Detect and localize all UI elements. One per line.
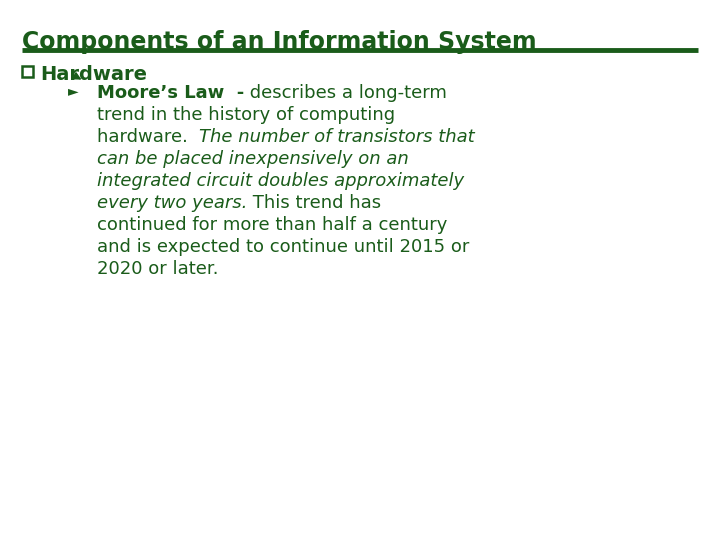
Text: can be placed inexpensively on an: can be placed inexpensively on an — [97, 150, 409, 168]
Text: Components of an Information System: Components of an Information System — [22, 30, 536, 54]
Text: trend in the history of computing: trend in the history of computing — [97, 106, 395, 124]
Text: This trend has: This trend has — [248, 194, 382, 212]
Text: ►: ► — [68, 84, 78, 98]
Text: integrated circuit doubles approximately: integrated circuit doubles approximately — [97, 172, 464, 190]
Text: Hardware: Hardware — [40, 65, 147, 84]
Text: The number of transistors that: The number of transistors that — [199, 128, 475, 146]
Text: and is expected to continue until 2015 or: and is expected to continue until 2015 o… — [97, 238, 469, 256]
Text: continued for more than half a century: continued for more than half a century — [97, 216, 447, 234]
Text: every two years.: every two years. — [97, 194, 248, 212]
Text: 2020 or later.: 2020 or later. — [97, 260, 218, 278]
Text: hardware.: hardware. — [97, 128, 199, 146]
Bar — [22, 66, 33, 77]
Text: describes a long-term: describes a long-term — [244, 84, 447, 102]
Text: Moore’s Law  -: Moore’s Law - — [97, 84, 244, 102]
